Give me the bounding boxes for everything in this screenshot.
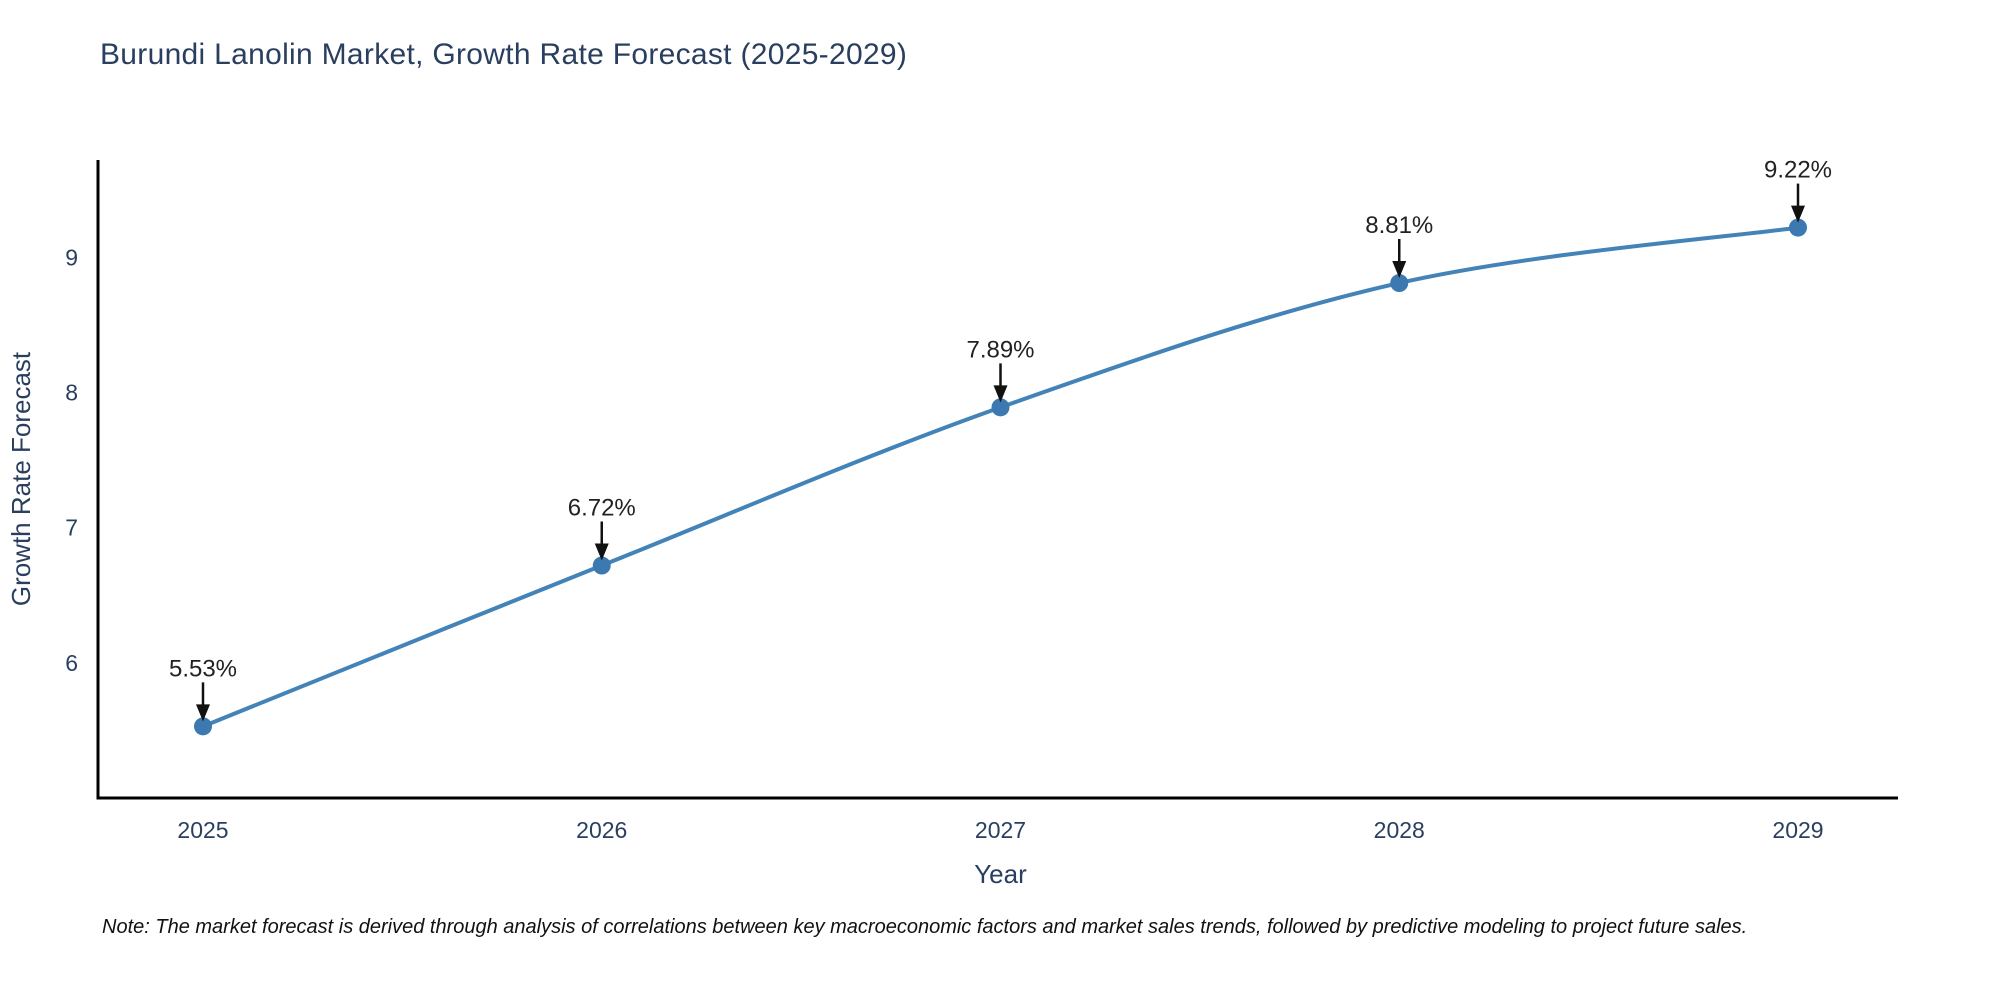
data-point: [592, 556, 611, 575]
point-label: 8.81%: [1365, 212, 1433, 239]
y-tick-label: 6: [65, 650, 78, 676]
x-tick-label: 2026: [576, 817, 627, 843]
annotation-arrowhead: [1392, 261, 1407, 279]
x-axis-title: Year: [974, 859, 1027, 889]
y-axis-title: Growth Rate Forecast: [6, 351, 36, 606]
x-tick-label: 2029: [1772, 817, 1823, 843]
point-label: 6.72%: [568, 495, 636, 522]
annotation-arrowhead: [594, 543, 609, 561]
footnote: Note: The market forecast is derived thr…: [102, 916, 1748, 938]
annotation-arrowhead: [196, 704, 210, 722]
point-label: 9.22%: [1764, 157, 1832, 184]
y-tick-label: 9: [65, 244, 78, 270]
x-tick-label: 2025: [177, 817, 228, 843]
x-tick-label: 2027: [975, 817, 1026, 843]
y-tick-label: 7: [65, 515, 78, 541]
point-label: 7.89%: [966, 336, 1034, 363]
point-label: 5.53%: [169, 655, 237, 682]
annotation-arrowhead: [1791, 205, 1805, 223]
series-line: [201, 225, 1800, 729]
y-tick-label: 8: [65, 379, 78, 405]
data-point: [1390, 274, 1409, 293]
data-point: [991, 398, 1010, 417]
data-point: [1789, 218, 1807, 237]
chart-title: Burundi Lanolin Market, Growth Rate Fore…: [100, 38, 908, 71]
data-point: [194, 717, 212, 736]
x-tick-label: 2028: [1374, 817, 1425, 843]
annotation-arrowhead: [993, 385, 1008, 403]
